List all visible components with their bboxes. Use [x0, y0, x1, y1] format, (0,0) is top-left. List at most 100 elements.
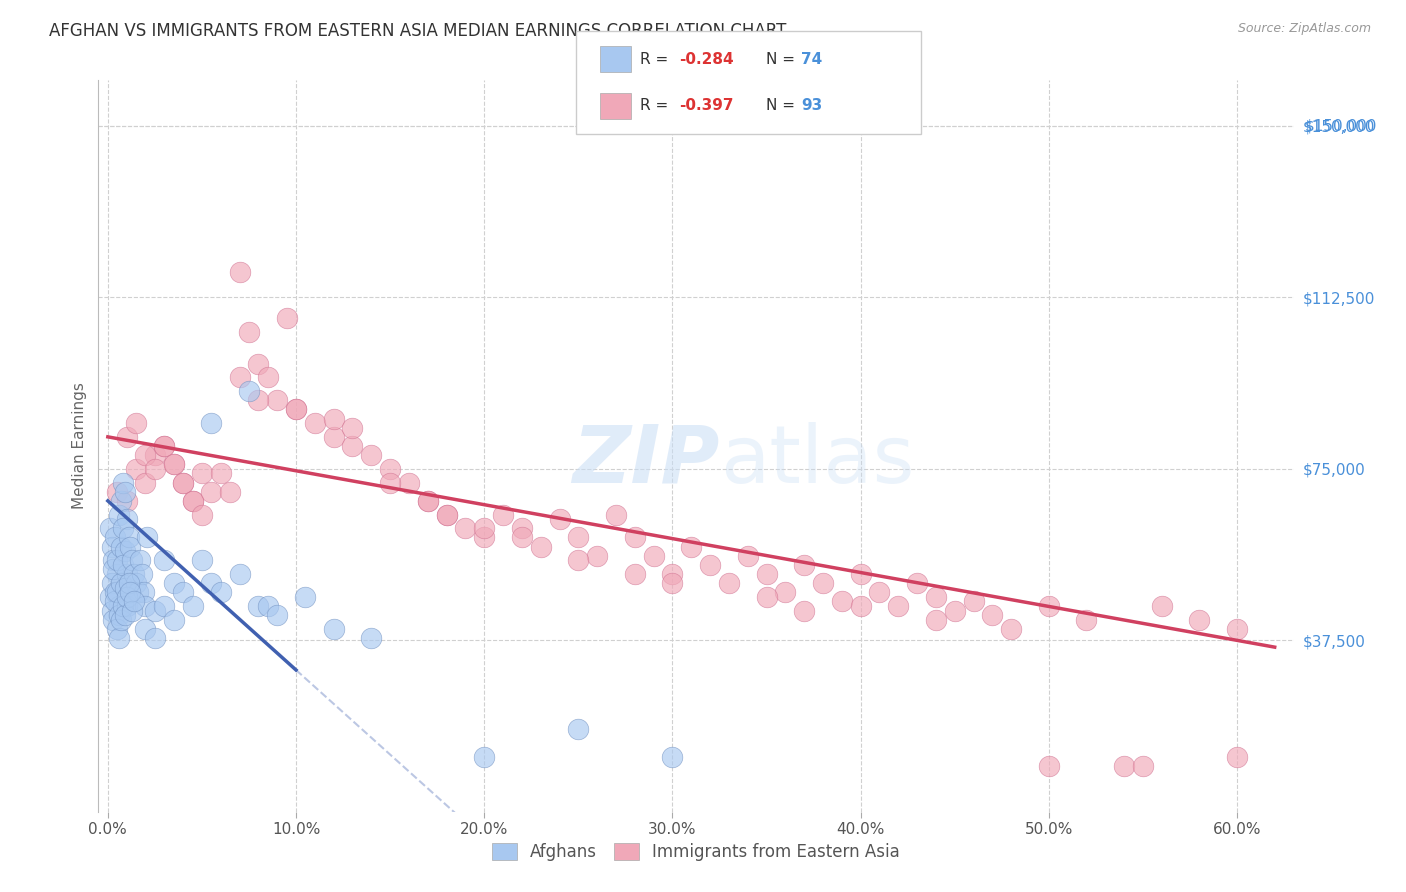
Point: [811, 576, 834, 591]
Point: [191, 553, 214, 567]
Point: [219, 484, 242, 499]
Point: [104, 530, 127, 544]
Point: [567, 723, 589, 737]
Text: N =: N =: [766, 98, 800, 113]
Point: [586, 549, 609, 563]
Point: [163, 576, 186, 591]
Point: [342, 439, 364, 453]
Point: [105, 585, 128, 599]
Point: [285, 402, 308, 417]
Point: [110, 613, 132, 627]
Point: [322, 411, 344, 425]
Point: [981, 608, 1004, 623]
Point: [510, 530, 533, 544]
Point: [136, 530, 159, 544]
Point: [115, 599, 138, 613]
Point: [294, 590, 316, 604]
Point: [342, 420, 364, 434]
Point: [143, 448, 166, 462]
Point: [360, 448, 382, 462]
Point: [378, 475, 401, 490]
Point: [191, 508, 214, 522]
Point: [228, 370, 250, 384]
Point: [121, 603, 143, 617]
Point: [737, 549, 759, 563]
Point: [143, 603, 166, 617]
Point: [110, 493, 132, 508]
Point: [105, 553, 128, 567]
Point: [454, 521, 477, 535]
Point: [114, 581, 136, 595]
Point: [163, 457, 186, 471]
Point: [793, 603, 815, 617]
Point: [238, 384, 260, 398]
Point: [200, 576, 222, 591]
Text: N =: N =: [766, 52, 800, 67]
Point: [567, 553, 589, 567]
Text: AFGHAN VS IMMIGRANTS FROM EASTERN ASIA MEDIAN EARNINGS CORRELATION CHART: AFGHAN VS IMMIGRANTS FROM EASTERN ASIA M…: [49, 22, 786, 40]
Point: [943, 603, 966, 617]
Point: [416, 493, 439, 508]
Point: [191, 467, 214, 481]
Point: [115, 590, 138, 604]
Point: [181, 599, 204, 613]
Legend: Afghans, Immigrants from Eastern Asia: Afghans, Immigrants from Eastern Asia: [484, 834, 908, 869]
Point: [163, 457, 186, 471]
Point: [398, 475, 420, 490]
Point: [104, 594, 127, 608]
Point: [103, 562, 125, 576]
Point: [755, 567, 778, 582]
Point: [120, 585, 142, 599]
Point: [115, 493, 138, 508]
Point: [322, 430, 344, 444]
Text: R =: R =: [640, 98, 673, 113]
Point: [108, 508, 131, 522]
Point: [105, 622, 128, 636]
Point: [98, 590, 121, 604]
Text: R =: R =: [640, 52, 673, 67]
Point: [472, 521, 495, 535]
Point: [134, 475, 156, 490]
Point: [111, 521, 134, 535]
Point: [143, 631, 166, 645]
Point: [153, 553, 176, 567]
Point: [831, 594, 853, 608]
Point: [117, 530, 139, 544]
Point: [111, 558, 134, 572]
Point: [378, 462, 401, 476]
Point: [110, 540, 132, 554]
Point: [120, 540, 142, 554]
Point: [623, 530, 645, 544]
Point: [1038, 759, 1060, 773]
Point: [1076, 613, 1098, 627]
Point: [114, 544, 136, 558]
Point: [209, 467, 232, 481]
Point: [125, 416, 148, 430]
Point: [416, 493, 439, 508]
Text: 93: 93: [801, 98, 823, 113]
Point: [256, 370, 278, 384]
Point: [1150, 599, 1173, 613]
Point: [1038, 599, 1060, 613]
Point: [436, 508, 458, 522]
Point: [643, 549, 665, 563]
Point: [134, 622, 156, 636]
Point: [114, 608, 136, 623]
Point: [105, 567, 128, 582]
Point: [548, 512, 571, 526]
Point: [1188, 613, 1211, 627]
Text: Source: ZipAtlas.com: Source: ZipAtlas.com: [1237, 22, 1371, 36]
Point: [256, 599, 278, 613]
Point: [530, 540, 553, 554]
Point: [472, 749, 495, 764]
Point: [121, 553, 143, 567]
Point: [925, 613, 948, 627]
Point: [114, 484, 136, 499]
Point: [104, 585, 127, 599]
Point: [108, 608, 131, 623]
Point: [128, 553, 150, 567]
Point: [103, 553, 125, 567]
Point: [134, 599, 156, 613]
Point: [125, 576, 148, 591]
Point: [105, 484, 128, 499]
